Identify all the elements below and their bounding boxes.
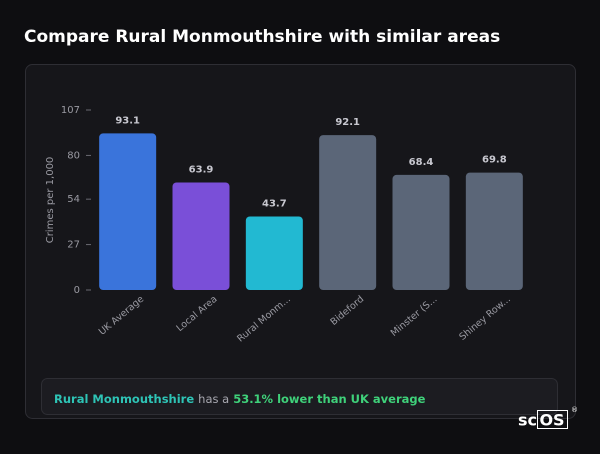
y-tick-label: 27 bbox=[67, 240, 80, 251]
y-tick-label: 54 bbox=[67, 194, 80, 205]
y-axis-label: Crimes per 1,000 bbox=[45, 157, 56, 244]
bar bbox=[319, 135, 377, 290]
value-label: 63.9 bbox=[189, 165, 214, 176]
value-label: 69.8 bbox=[482, 155, 507, 166]
bar bbox=[465, 172, 523, 290]
summary-box bbox=[41, 378, 558, 415]
summary-comparison: 53.1% lower than UK average bbox=[233, 392, 425, 406]
summary: Rural Monmouthshire has a 53.1% lower than… bbox=[54, 392, 426, 406]
y-tick-label: 80 bbox=[67, 150, 80, 161]
logo-prefix: sc bbox=[518, 411, 537, 430]
bar bbox=[392, 174, 450, 290]
y-tick-label: 107 bbox=[61, 105, 80, 116]
bar bbox=[99, 133, 157, 290]
bar bbox=[245, 216, 303, 290]
bar bbox=[172, 182, 230, 290]
value-label: 93.1 bbox=[115, 115, 140, 126]
y-tick-label: 0 bbox=[74, 285, 80, 296]
summary-area: Rural Monmouthshire bbox=[54, 392, 194, 406]
value-label: 43.7 bbox=[262, 198, 287, 209]
logo-boxed: OS bbox=[539, 411, 564, 430]
value-label: 92.1 bbox=[335, 117, 360, 128]
logo-box bbox=[537, 410, 568, 429]
summary-connector: has a bbox=[198, 392, 229, 406]
value-label: 68.4 bbox=[409, 157, 434, 168]
logo-mark: ® bbox=[571, 406, 578, 414]
chart-title: Compare Rural Monmouthshire with similar… bbox=[24, 27, 500, 47]
